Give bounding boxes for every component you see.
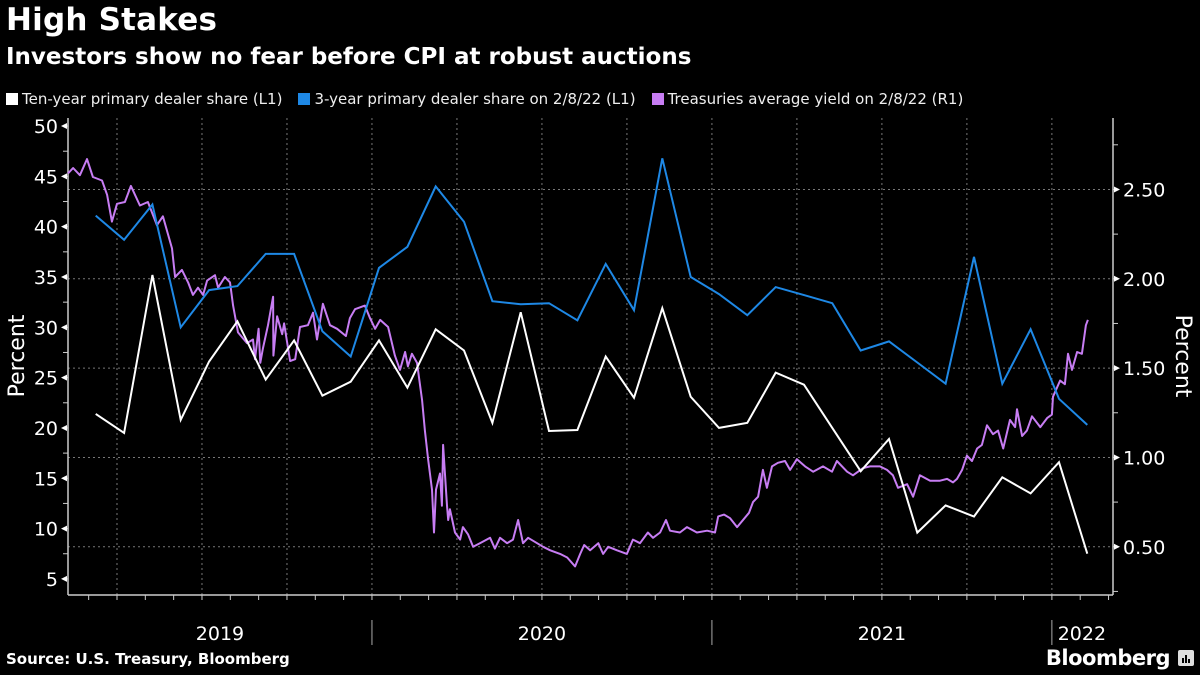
legend-item-three-year: 3-year primary dealer share on 2/8/22 (L… xyxy=(298,90,636,108)
legend-label-ten-year: Ten-year primary dealer share (L1) xyxy=(22,90,283,108)
y-tick-marker-left xyxy=(61,475,67,482)
bloomberg-logo: Bloomberg xyxy=(1045,646,1171,670)
x-year-label-2022: 2022 xyxy=(1058,623,1106,645)
y-tick-label-left: 15 xyxy=(34,468,58,490)
y-tick-label-right: 1.00 xyxy=(1123,447,1165,469)
y-tick-marker-left xyxy=(61,223,67,230)
y-tick-label-right: 1.50 xyxy=(1123,358,1165,380)
y-tick-marker-right xyxy=(1114,275,1120,282)
y-tick-marker-right xyxy=(1114,186,1120,193)
source-note: Source: U.S. Treasury, Bloomberg xyxy=(6,650,290,668)
y-tick-label-left: 5 xyxy=(46,569,58,591)
legend-swatch-ten-year xyxy=(6,93,18,105)
y-tick-label-left: 50 xyxy=(34,116,58,138)
axes: 5 10 15 20 25 30 35 40 45 50 0.50 1.00 1.50 2.00 2.50 2… xyxy=(34,116,1165,645)
y-axis-label-left: Percent xyxy=(5,314,30,397)
y-tick-label-right: 0.50 xyxy=(1123,537,1165,559)
series-layer xyxy=(67,158,1089,568)
y-tick-marker-right xyxy=(1114,365,1120,372)
chart-title: High Stakes xyxy=(6,2,218,38)
legend-swatch-three-year xyxy=(298,93,311,105)
legend-label-yield: Treasuries average yield on 2/8/22 (R1) xyxy=(667,90,964,108)
y-tick-label-left: 35 xyxy=(34,267,58,289)
y-tick-label-left: 20 xyxy=(34,418,58,440)
grid-lines xyxy=(68,118,1113,595)
legend-swatch-yield xyxy=(651,93,664,105)
bloomberg-chart-icon xyxy=(1178,650,1194,666)
y-tick-label-left: 40 xyxy=(34,217,58,239)
y-tick-marker-left xyxy=(61,173,67,180)
chart-subtitle: Investors show no fear before CPI at rob… xyxy=(6,44,692,70)
y-tick-marker-left xyxy=(61,274,67,280)
y-tick-marker-left xyxy=(61,525,67,532)
y-tick-label-left: 10 xyxy=(34,519,58,541)
ten-year-line xyxy=(95,274,1089,554)
y-tick-label-right: 2.00 xyxy=(1123,269,1165,291)
x-year-label-2021: 2021 xyxy=(858,623,906,645)
y-tick-marker-left xyxy=(61,424,67,431)
legend-label-three-year: 3-year primary dealer share on 2/8/22 (L… xyxy=(314,90,636,108)
x-year-label-2019: 2019 xyxy=(196,623,244,645)
y-tick-label-right: 2.50 xyxy=(1123,179,1165,201)
legend: Ten-year primary dealer share (L1) 3-yea… xyxy=(6,90,963,108)
legend-item-yield: Treasuries average yield on 2/8/22 (R1) xyxy=(651,90,964,108)
three-year-line xyxy=(95,158,1088,426)
y-tick-marker-left xyxy=(61,374,67,381)
y-tick-marker-right xyxy=(1114,454,1120,461)
y-tick-marker-left xyxy=(61,575,67,582)
legend-item-ten-year: Ten-year primary dealer share (L1) xyxy=(6,90,282,108)
yield-line xyxy=(67,158,1089,568)
y-tick-label-left: 45 xyxy=(34,166,58,188)
y-tick-label-left: 25 xyxy=(34,368,58,390)
y-tick-marker-left xyxy=(61,123,67,130)
y-axis-label-right: Percent xyxy=(1170,315,1195,398)
x-year-label-2020: 2020 xyxy=(518,623,566,645)
y-tick-label-left: 30 xyxy=(34,317,58,339)
y-tick-marker-left xyxy=(61,324,67,331)
y-tick-marker-right xyxy=(1114,543,1120,550)
